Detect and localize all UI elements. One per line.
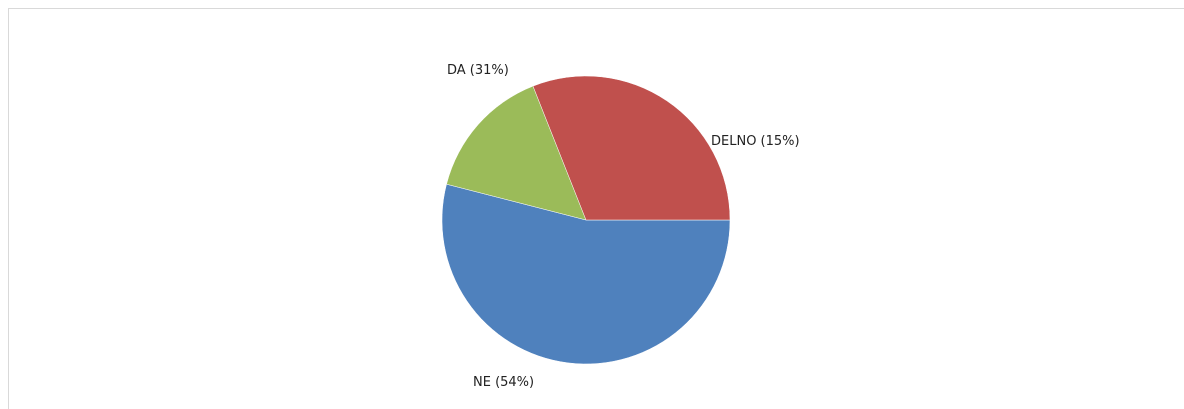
pie-slices — [441, 75, 731, 365]
pie-slice-ne — [441, 183, 731, 365]
slice-label-delno: DELNO (15%) — [711, 134, 800, 149]
pie-slice-da — [532, 75, 731, 221]
chart-frame — [8, 8, 1184, 409]
pie-labels: NE (54%) DELNO (15%) DA (31%) — [447, 63, 800, 390]
slice-label-da: DA (31%) — [447, 63, 509, 78]
slice-label-ne: NE (54%) — [473, 375, 534, 390]
pie-slice-delno — [446, 85, 587, 221]
